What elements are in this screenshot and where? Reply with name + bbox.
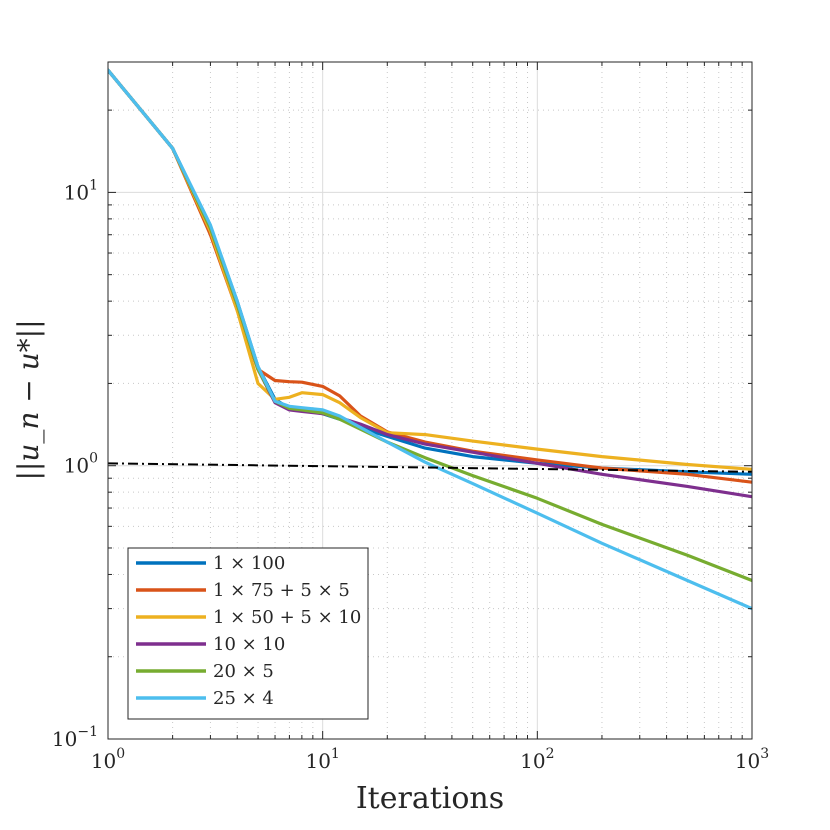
x-axis-label: Iterations bbox=[356, 781, 504, 816]
y-tick-label: 100 bbox=[64, 451, 98, 478]
x-tick-label: 101 bbox=[305, 746, 339, 773]
tick-exponent: 3 bbox=[760, 746, 769, 762]
ticks bbox=[107, 61, 753, 740]
legend-label: 1 × 50 + 5 × 10 bbox=[213, 607, 361, 628]
legend-label: 10 × 10 bbox=[213, 634, 285, 655]
tick-exponent: 1 bbox=[331, 746, 340, 762]
tick-exponent: 0 bbox=[89, 451, 98, 467]
series-layer bbox=[108, 68, 752, 611]
legend-box bbox=[127, 547, 369, 720]
tick-exponent: 1 bbox=[89, 177, 98, 193]
tick-base: 10 bbox=[91, 749, 116, 773]
x-tick-label: 100 bbox=[91, 746, 125, 773]
tick-base: 10 bbox=[64, 454, 89, 478]
y-tick-label: 101 bbox=[64, 177, 98, 204]
tick-base: 10 bbox=[520, 749, 545, 773]
legend-label: 1 × 75 + 5 × 5 bbox=[213, 580, 350, 601]
tick-base: 10 bbox=[305, 749, 330, 773]
x-tick-label: 103 bbox=[735, 746, 769, 773]
tick-base: 10 bbox=[52, 727, 77, 751]
y-tick-label: 10−1 bbox=[52, 724, 98, 751]
x-tick-label: 102 bbox=[520, 746, 554, 773]
legend-label: 1 × 100 bbox=[213, 553, 285, 574]
series-line-6 bbox=[108, 68, 752, 611]
legend-label: 25 × 4 bbox=[213, 688, 274, 709]
axes-box bbox=[107, 61, 753, 740]
y-axis-label: ||u_n − u*|| bbox=[12, 319, 45, 480]
tick-exponent: 0 bbox=[116, 746, 125, 762]
tick-base: 10 bbox=[64, 180, 89, 204]
tick-base: 10 bbox=[735, 749, 760, 773]
legend-label: 20 × 5 bbox=[213, 661, 274, 682]
tick-exponent: 2 bbox=[546, 746, 555, 762]
legend: 1 × 100 1 × 75 + 5 × 5 1 × 50 + 5 × 10 10 ×… bbox=[127, 547, 369, 720]
x-tick-labels: 100 101 102 103 bbox=[91, 746, 769, 773]
series-line-3 bbox=[108, 68, 752, 471]
tick-exponent: −1 bbox=[77, 724, 98, 740]
reference-line bbox=[108, 462, 752, 473]
